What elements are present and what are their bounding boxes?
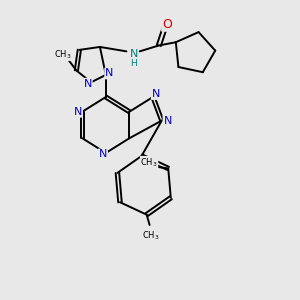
Text: N: N xyxy=(105,68,114,78)
Text: CH$_3$: CH$_3$ xyxy=(142,229,160,242)
Text: N: N xyxy=(99,149,107,159)
Text: O: O xyxy=(162,18,172,31)
Text: N: N xyxy=(130,49,138,59)
Text: CH$_3$: CH$_3$ xyxy=(140,156,158,169)
Text: CH$_3$: CH$_3$ xyxy=(54,48,72,61)
Text: N: N xyxy=(152,89,160,99)
Text: N: N xyxy=(83,79,92,89)
Text: N: N xyxy=(74,107,82,117)
Text: H: H xyxy=(130,59,137,68)
Text: N: N xyxy=(164,116,172,126)
